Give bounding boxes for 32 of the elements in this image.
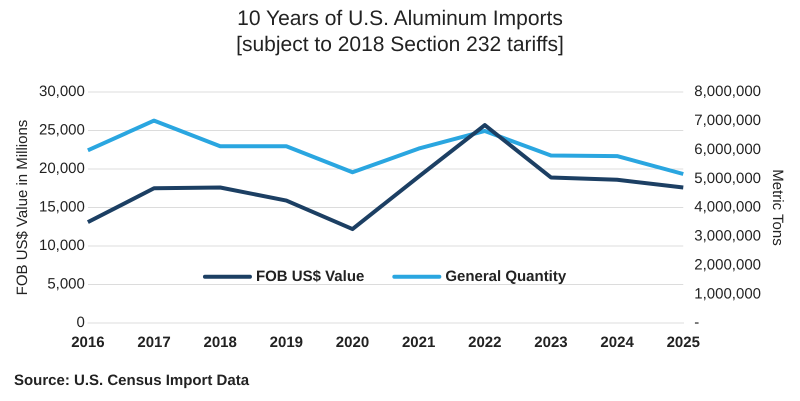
y2-tick-label: 7,000,000 — [694, 112, 762, 130]
y-tick-label: 20,000 — [38, 160, 85, 178]
y-tick-label: 10,000 — [38, 237, 85, 254]
y-tick-label: 15,000 — [38, 198, 85, 216]
y-tick-label: 5,000 — [47, 276, 85, 293]
x-tick-label: 2016 — [71, 334, 105, 352]
y-axis-title: FOB US$ Value in Millions — [14, 120, 32, 296]
x-tick-label: 2020 — [336, 334, 370, 352]
x-tick-label: 2019 — [270, 334, 304, 352]
x-tick-label: 2021 — [402, 334, 436, 352]
y2-tick-label: 4,000,000 — [694, 198, 762, 216]
y2-tick-label: 6,000,000 — [694, 140, 762, 158]
x-tick-label: 2022 — [468, 334, 502, 352]
x-tick-label: 2018 — [204, 334, 237, 352]
y2-tick-label: 3,000,000 — [694, 228, 762, 245]
y-tick-label: 25,000 — [38, 122, 85, 139]
legend-label: General Quantity — [445, 268, 567, 285]
x-tick-label: 2017 — [137, 334, 171, 352]
y-tick-label: 30,000 — [38, 83, 85, 100]
source-note: Source: U.S. Census Import Data — [14, 372, 250, 389]
y2-tick-label: 2,000,000 — [694, 256, 762, 274]
x-tick-label: 2023 — [534, 334, 568, 352]
y-tick-label: 0 — [76, 314, 85, 332]
y2-axis-title: Metric Tons — [768, 169, 786, 246]
y2-tick-label: 1,000,000 — [694, 285, 762, 302]
y2-tick-label: - — [694, 314, 700, 332]
legend-label: FOB US$ Value — [256, 268, 364, 285]
y2-tick-label: 8,000,000 — [694, 83, 762, 100]
y2-tick-label: 5,000,000 — [694, 170, 762, 187]
x-tick-label: 2025 — [666, 334, 700, 352]
x-tick-label: 2024 — [600, 334, 634, 352]
chart-title: 10 Years of U.S. Aluminum Imports [subject to 2018 Section 232 tariffs] — [235, 6, 565, 58]
